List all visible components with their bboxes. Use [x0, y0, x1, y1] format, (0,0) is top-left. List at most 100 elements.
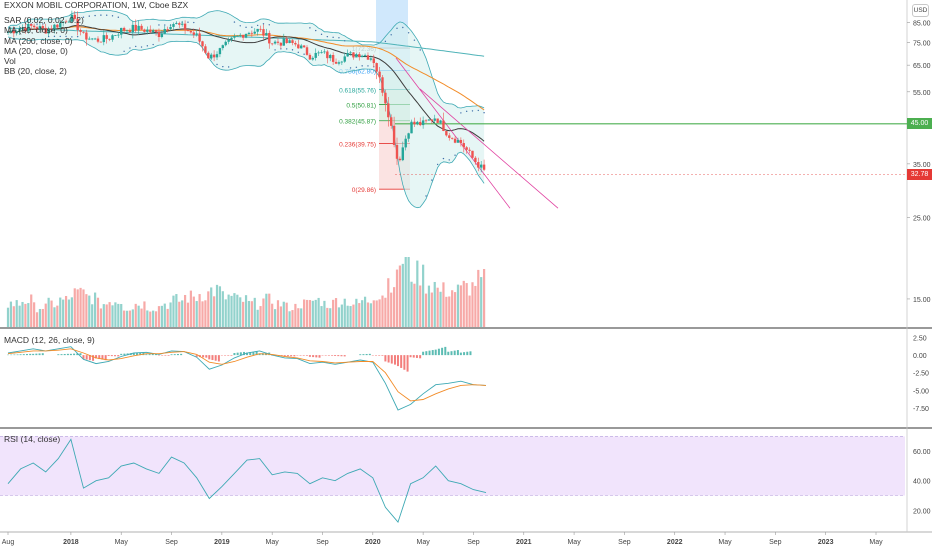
candle-body	[308, 54, 312, 60]
volume-bar	[323, 300, 326, 327]
macd-histogram-bar	[447, 351, 450, 356]
sar-dot	[187, 21, 189, 23]
volume-bar	[363, 296, 367, 327]
volume-bar	[59, 297, 62, 327]
candle-body	[67, 21, 71, 23]
macd-histogram-bar	[409, 355, 412, 358]
candle-body	[160, 33, 164, 37]
candle-body	[273, 41, 277, 44]
macd-histogram-bar	[406, 355, 409, 372]
candle-body	[314, 52, 317, 58]
candle-body	[259, 28, 262, 30]
candle-body	[395, 144, 399, 159]
macd-histogram-bar	[41, 353, 44, 356]
sar-dot	[65, 35, 67, 38]
currency-button[interactable]: USD	[912, 4, 929, 17]
sar-dot	[193, 21, 195, 24]
macd-histogram-bar	[76, 353, 79, 356]
macd-histogram-bar	[252, 351, 255, 356]
volume-bar	[125, 310, 129, 327]
sar-dot	[82, 16, 85, 18]
macd-histogram-bar	[205, 355, 208, 358]
volume-bar	[160, 305, 163, 327]
volume-bar	[146, 310, 149, 327]
macd-histogram-bar	[38, 353, 41, 356]
fib-level-label: 0.786(62.80)	[339, 69, 376, 76]
candle-body	[297, 44, 300, 49]
macd-line	[7, 346, 487, 411]
macd-histogram-bar	[120, 353, 123, 356]
sar-dot	[390, 34, 392, 36]
sar-dot	[59, 35, 61, 38]
sar-dot	[367, 65, 369, 67]
volume-bar	[451, 290, 454, 327]
macd-histogram-bar	[315, 355, 318, 358]
candle-body	[30, 23, 33, 26]
candle-body	[456, 139, 460, 143]
sar-dot	[140, 46, 143, 48]
candle-body	[442, 120, 445, 132]
macd-tick-label: 2.50	[913, 336, 927, 343]
macd-histogram-bar	[384, 355, 387, 362]
sar-dot	[117, 16, 120, 18]
candle-body	[323, 51, 326, 53]
candle-body	[114, 35, 117, 36]
sar-dot	[355, 66, 358, 68]
candle-body	[151, 30, 155, 33]
volume-bar	[326, 307, 329, 327]
sar-dot	[291, 49, 294, 51]
sar-dot	[460, 112, 462, 114]
candle-body	[398, 158, 402, 161]
chart-title: EXXON MOBIL CORPORATION, 1W, Cboe BZX	[4, 0, 189, 10]
sar-dot	[152, 43, 154, 46]
candle-body	[389, 117, 393, 126]
candle-body	[479, 164, 483, 168]
macd-histogram-bar	[57, 354, 60, 356]
candle-body	[375, 63, 378, 72]
sar-dot	[326, 35, 329, 38]
candle-body	[413, 121, 416, 125]
macd-histogram-bar	[343, 355, 346, 357]
sar-dot	[483, 112, 485, 114]
macd-tick-label: -2.50	[913, 371, 929, 378]
macd-histogram-bar	[469, 351, 472, 356]
macd-histogram-bar	[73, 353, 76, 356]
indicator-legend: SAR (0.02, 0.02, 0.2) MA (50, close, 0) MA…	[4, 15, 84, 77]
candle-body	[392, 125, 396, 145]
sar-dot	[36, 23, 38, 25]
sar-dot	[297, 51, 300, 54]
macd-histogram-bar	[167, 355, 170, 356]
macd-histogram-bar	[393, 355, 396, 365]
candle-body	[474, 157, 477, 163]
volume-bar	[140, 308, 143, 327]
candle-body	[326, 51, 329, 59]
macd-histogram-bar	[318, 355, 321, 358]
rsi-tick-label: 60.00	[913, 449, 931, 456]
candle-body	[207, 52, 210, 59]
volume-bar	[378, 299, 381, 327]
candle-body	[120, 27, 123, 35]
volume-bar	[369, 303, 372, 327]
macd-histogram-bar	[305, 355, 308, 356]
macd-histogram-bar	[400, 355, 403, 368]
sar-dot	[338, 37, 340, 39]
volume-bar	[448, 296, 451, 327]
macd-histogram-bar	[396, 355, 399, 367]
sar-dot	[477, 109, 479, 112]
time-tick-label: May	[417, 539, 431, 546]
volume-bar	[67, 299, 71, 327]
macd-histogram-bar	[236, 352, 239, 356]
macd-tick-label: -7.50	[913, 406, 929, 413]
candle-body	[477, 162, 480, 168]
volume-bar	[218, 286, 222, 327]
candle-body	[360, 55, 364, 58]
sar-dot	[436, 163, 439, 166]
macd-histogram-bar	[95, 355, 98, 359]
macd-histogram-bar	[22, 354, 25, 356]
sar-dot	[111, 15, 114, 17]
volume-bar	[27, 303, 30, 327]
candle-body	[131, 24, 135, 33]
volume-bar	[480, 277, 483, 327]
candle-body	[349, 52, 352, 54]
candle-body	[421, 120, 425, 126]
